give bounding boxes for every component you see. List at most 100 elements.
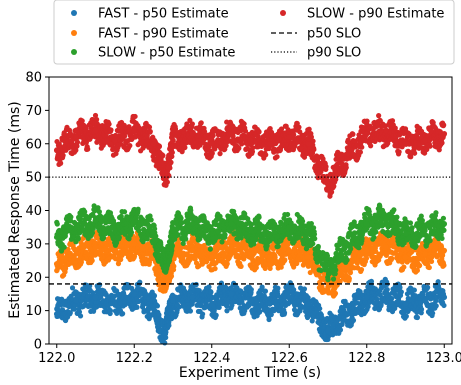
series-point: [107, 308, 114, 314]
series-point: [275, 243, 281, 249]
series-point: [156, 312, 162, 318]
data-point: [162, 331, 169, 337]
data-point: [112, 227, 118, 234]
series-point: [411, 287, 417, 293]
series-point: [441, 227, 447, 233]
legend-frame: [53, 0, 455, 65]
series-point: [214, 294, 220, 300]
legend-marker-dot: [71, 30, 77, 36]
series-point: [347, 270, 354, 276]
series-point: [97, 282, 103, 288]
series-point: [212, 266, 218, 272]
series-fast-p50-estimate: [53, 276, 448, 346]
series-point: [439, 235, 445, 242]
data-point: [73, 297, 79, 304]
series-point: [398, 289, 404, 295]
legend: FAST - p50 Estimate FAST - p90 Estimate SL…: [53, 0, 455, 65]
series-point: [171, 263, 177, 269]
data-point: [53, 234, 60, 240]
data-point: [363, 247, 370, 254]
series-point: [301, 286, 308, 292]
series-point: [339, 321, 345, 327]
series-point: [356, 245, 362, 251]
series-point: [251, 241, 257, 247]
data-point: [247, 297, 254, 304]
legend-item: SLOW - p50 Estimate: [71, 46, 235, 61]
series-point: [128, 229, 135, 235]
data-point: [402, 254, 409, 261]
series-point: [118, 213, 124, 219]
series-point: [417, 262, 423, 269]
series-point: [441, 302, 447, 309]
data-point: [247, 227, 254, 234]
series-point: [75, 236, 81, 242]
series-point: [433, 303, 439, 309]
series-point: [318, 267, 324, 273]
data-point: [363, 294, 370, 301]
series-point: [297, 308, 303, 314]
series-point: [397, 284, 403, 291]
series-point: [401, 264, 407, 270]
data-point: [162, 284, 169, 291]
series-point: [430, 310, 436, 316]
data-point: [325, 267, 331, 274]
series-point: [359, 236, 365, 242]
legend-item: FAST - p50 Estimate: [71, 7, 229, 22]
series-point: [284, 211, 291, 218]
series-point: [268, 312, 274, 318]
series-point: [67, 310, 73, 316]
series-point: [439, 252, 446, 258]
legend-item: p50 SLO: [271, 27, 361, 42]
series-point: [230, 236, 236, 242]
legend-label: SLOW - p50 Estimate: [98, 46, 235, 61]
series-point: [311, 225, 317, 231]
series-point: [317, 305, 323, 312]
series-point: [248, 286, 254, 293]
series-point: [312, 236, 318, 242]
data-point: [422, 297, 428, 304]
legend-label: FAST - p50 Estimate: [98, 7, 229, 22]
series-point: [87, 283, 93, 289]
series-point: [332, 290, 339, 296]
data-point: [286, 224, 293, 230]
data-point: [92, 294, 99, 301]
series-point: [435, 279, 441, 285]
series-point: [281, 310, 288, 316]
series-point: [409, 225, 415, 231]
series-point: [278, 264, 284, 270]
series-point: [200, 311, 206, 317]
series-point: [324, 253, 331, 259]
series-point: [144, 236, 150, 242]
series-point: [259, 284, 265, 290]
data-point: [73, 224, 79, 230]
series-point: [262, 288, 269, 294]
series-point: [224, 308, 230, 314]
data-point: [422, 251, 428, 257]
series-point: [310, 241, 316, 247]
series-point: [282, 257, 288, 263]
data-point: [131, 217, 138, 224]
series-point: [426, 264, 432, 271]
data-point: [267, 301, 273, 307]
series-point: [121, 209, 128, 215]
data-point: [305, 254, 312, 261]
series-point: [389, 295, 395, 302]
data-point: [53, 311, 60, 317]
series-point: [238, 263, 244, 269]
legend-marker-dot: [280, 10, 286, 16]
series-point: [206, 284, 212, 290]
series-point: [272, 254, 278, 260]
series-point: [330, 276, 337, 282]
data-point: [344, 241, 351, 247]
series-point: [168, 159, 174, 165]
legend-item: FAST - p90 Estimate: [71, 27, 229, 42]
series-point: [242, 308, 248, 314]
data-point: [305, 301, 312, 307]
series-point: [162, 340, 168, 346]
series-slow-p50-estimate: [53, 202, 448, 283]
series-point: [147, 128, 153, 135]
data-point: [112, 247, 118, 254]
series-point: [262, 265, 268, 271]
data-point: [344, 311, 351, 317]
